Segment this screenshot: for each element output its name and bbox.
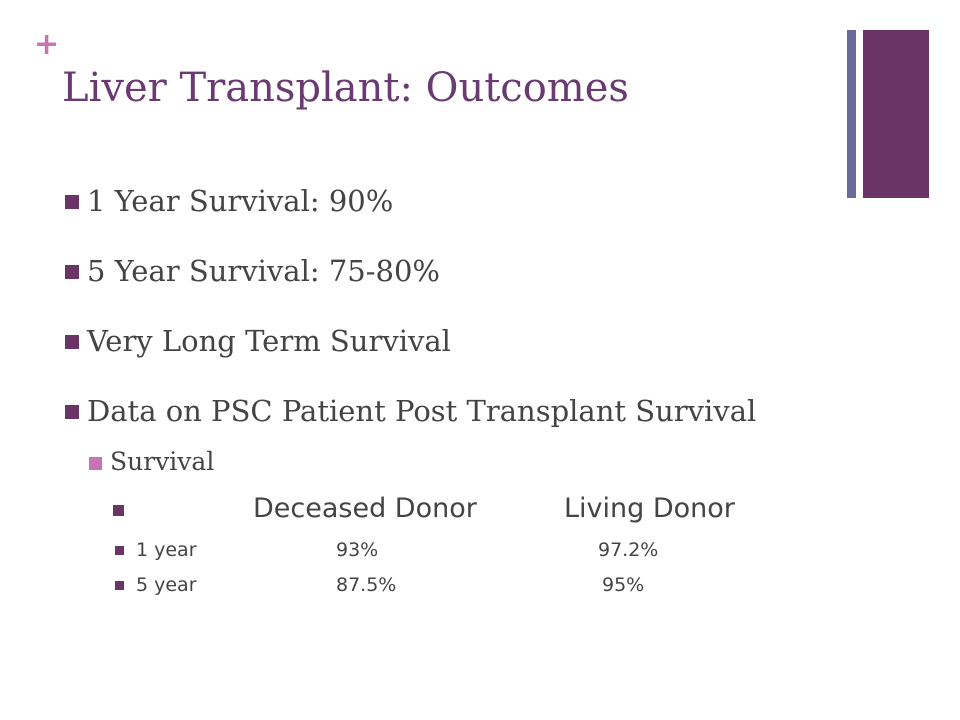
row-label: 1 year (136, 539, 197, 561)
bullet-square-icon (115, 546, 124, 555)
bullet-text: Data on PSC Patient Post Transplant Surv… (87, 394, 757, 428)
bullet-square-icon (65, 335, 79, 349)
bullet-square-icon (113, 505, 124, 516)
slide-title: Liver Transplant: Outcomes (62, 65, 629, 111)
living-donor-value: 95% (602, 574, 645, 596)
bullet-square-icon (65, 195, 79, 209)
living-donor-value: 97.2% (598, 539, 659, 561)
deceased-donor-value: 87.5% (336, 574, 397, 596)
bullet-text: 5 Year Survival: 75-80% (87, 254, 440, 288)
decorative-bar-thin (847, 30, 856, 198)
bullet-text: Very Long Term Survival (87, 324, 451, 358)
bullet-text: 1 Year Survival: 90% (87, 184, 394, 218)
bullet-square-icon (65, 405, 79, 419)
decorative-bar-thick (863, 30, 929, 198)
deceased-donor-value: 93% (336, 539, 379, 561)
bullet-square-icon (115, 581, 124, 590)
sub-bullet-text: Survival (110, 447, 215, 476)
plus-icon: + (34, 27, 60, 62)
sub-bullet-square-icon (89, 457, 102, 470)
column-header-deceased-donor: Deceased Donor (253, 493, 477, 524)
column-header-living-donor: Living Donor (564, 493, 735, 524)
bullet-square-icon (65, 265, 79, 279)
row-label: 5 year (136, 574, 197, 596)
